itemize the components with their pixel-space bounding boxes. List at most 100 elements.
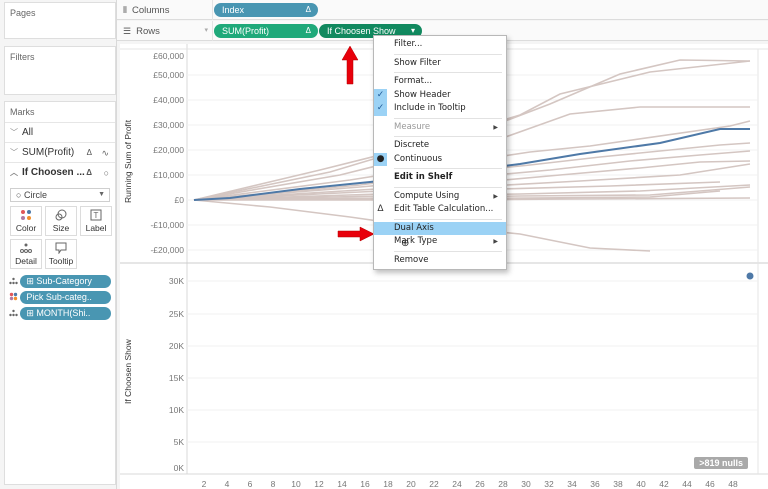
x-tick: 4 (224, 479, 230, 489)
marks-pill-row: Pick Sub-categ.. (9, 290, 111, 305)
chevron-down-icon: ﹀ (10, 148, 18, 157)
menu-item-discrete[interactable]: Discrete (394, 140, 430, 150)
menu-item-mark-type[interactable]: Mark Type ▶ ⊕ (394, 236, 498, 249)
pages-card[interactable]: Pages (4, 2, 116, 39)
menu-item-dual-axis[interactable]: Dual Axis (374, 221, 506, 235)
chevron-down-icon[interactable]: ▾ (204, 27, 208, 34)
mark-type-value: Circle (23, 190, 47, 200)
if-choosen-show-pill[interactable]: If Choosen Show ▾ (319, 24, 422, 38)
menu-item-filter[interactable]: Filter... (394, 39, 423, 49)
label-button[interactable]: T Label (80, 206, 112, 236)
filters-card[interactable]: Filters (4, 46, 116, 95)
y-tick: 0K (173, 463, 184, 473)
menu-item-edit-in-shelf[interactable]: Edit in Shelf (394, 172, 453, 182)
line-mark-icon: ∿ (101, 148, 109, 158)
detail-icon (9, 277, 18, 287)
annotation-arrow-right (337, 226, 375, 242)
x-tick: 8 (270, 479, 276, 489)
tooltip-button[interactable]: Tooltip (45, 239, 77, 269)
menu-separator (394, 53, 502, 55)
columns-shelf[interactable]: ⦀ Columns Index Δ (117, 0, 768, 20)
marks-title: Marks (10, 107, 35, 117)
color-button[interactable]: Color (10, 206, 42, 236)
pages-title: Pages (10, 8, 36, 18)
pill-pick-sub-category[interactable]: Pick Sub-categ.. (20, 291, 111, 304)
menu-separator (394, 218, 502, 220)
x-tick: 40 (636, 479, 646, 489)
radio-dot-icon: ● (374, 152, 387, 166)
y-tick: -£10,000 (150, 220, 184, 230)
y-tick: 5K (173, 437, 184, 447)
menu-separator (394, 186, 502, 188)
mark-buttons: Color Size T Label Detail Tooltip (5, 206, 115, 269)
svg-text:T: T (94, 211, 99, 220)
chevron-up-icon: ︿ (10, 168, 18, 177)
menu-separator (394, 136, 502, 137)
x-tick: 6 (247, 479, 253, 489)
x-tick: 34 (567, 479, 577, 489)
x-tick: 44 (682, 479, 692, 489)
left-pane: Pages Filters Marks ﹀ All ﹀ SUM(Profit) Δ … (0, 0, 117, 489)
y-tick: 30K (168, 276, 184, 286)
menu-separator (394, 72, 502, 73)
checkmark-icon: ✓ (374, 102, 387, 116)
chevron-down-icon[interactable]: ▾ (410, 26, 415, 35)
pill-context-menu: Filter... Show Filter Format... ✓ Show He… (373, 35, 507, 270)
y-tick: -£20,000 (150, 245, 184, 255)
y-tick: £10,000 (153, 170, 184, 180)
marks-card-sum-profit[interactable]: ﹀ SUM(Profit) Δ ∿ (5, 142, 115, 162)
menu-item-continuous[interactable]: ● Continuous (374, 152, 506, 166)
menu-item-format[interactable]: Format... (394, 76, 433, 86)
x-tick: 18 (383, 479, 393, 489)
x-tick: 14 (337, 479, 347, 489)
table-calc-delta-icon: Δ (305, 5, 311, 14)
chevron-down-icon: ▼ (98, 191, 105, 198)
label-icon: T (81, 209, 111, 223)
color-icon (11, 209, 41, 223)
x-tick: 12 (314, 479, 324, 489)
move-cursor-icon: ⊕ (401, 238, 410, 249)
menu-separator (394, 117, 502, 119)
pill-sub-category[interactable]: ⊞ Sub-Category (20, 275, 111, 288)
marks-card: Marks ﹀ All ﹀ SUM(Profit) Δ ∿ ︿ If Choosen … (4, 101, 116, 485)
submenu-arrow-icon: ▶ (493, 238, 498, 245)
y-tick: £0 (174, 195, 184, 205)
menu-item-compute-using[interactable]: Compute Using ▶ (374, 190, 506, 204)
size-icon (46, 209, 76, 223)
circle-icon: ○ (16, 190, 22, 200)
y-tick: 15K (168, 373, 184, 383)
x-tick: 38 (613, 479, 623, 489)
size-button[interactable]: Size (45, 206, 77, 236)
nulls-indicator[interactable]: >819 nulls (694, 457, 748, 469)
detail-button[interactable]: Detail (10, 239, 42, 269)
pill-month-ship[interactable]: ⊞ MONTH(Shi.. (20, 307, 111, 320)
x-tick: 36 (590, 479, 600, 489)
x-tick: 48 (728, 479, 738, 489)
rows-shelf-label: ☰ Rows ▾ (117, 21, 213, 41)
x-tick: 46 (705, 479, 715, 489)
menu-item-remove[interactable]: Remove (394, 254, 429, 265)
marks-card-if-choosen[interactable]: ︿ If Choosen ... Δ ○ (5, 162, 115, 182)
mark-type-dropdown[interactable]: ○ Circle ▼ (10, 188, 110, 202)
x-tick: 22 (429, 479, 439, 489)
y-tick: £30,000 (153, 120, 184, 130)
menu-item-show-header[interactable]: ✓ Show Header (374, 88, 506, 102)
menu-item-show-filter[interactable]: Show Filter (394, 57, 441, 68)
x-tick: 16 (360, 479, 370, 489)
columns-icon: ⦀ (123, 5, 127, 15)
columns-shelf-label: ⦀ Columns (117, 0, 213, 20)
marks-card-label: All (22, 127, 34, 138)
menu-item-include-in-tooltip[interactable]: ✓ Include in Tooltip (374, 102, 506, 116)
table-calc-delta-icon: Δ (305, 26, 311, 35)
rows-shelf[interactable]: ☰ Rows ▾ SUM(Profit) Δ If Choosen Show ▾ (117, 21, 768, 41)
marks-card-all[interactable]: ﹀ All (5, 122, 115, 142)
x-tick: 32 (544, 479, 554, 489)
x-tick: 42 (659, 479, 669, 489)
menu-item-edit-table-calculation[interactable]: Δ Edit Table Calculation... (374, 203, 506, 217)
sum-profit-pill[interactable]: SUM(Profit) Δ (214, 24, 318, 38)
index-pill[interactable]: Index Δ (214, 3, 318, 17)
marks-pill-row: ⊞ Sub-Category (9, 274, 111, 289)
color-icon (9, 292, 18, 303)
detail-icon (11, 242, 41, 256)
